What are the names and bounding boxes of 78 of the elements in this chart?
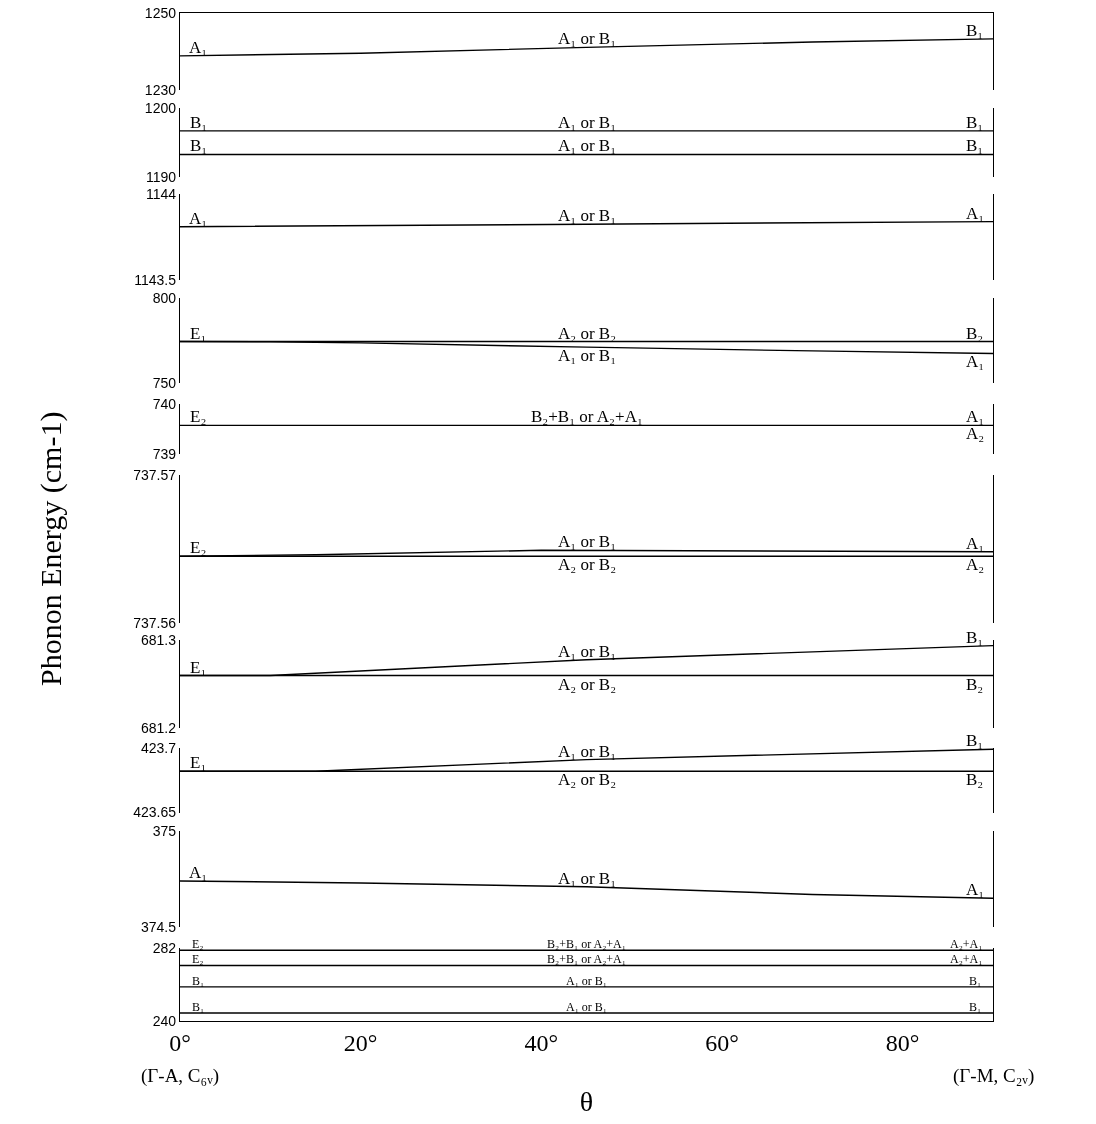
- y-tick-label: 423.65: [133, 804, 177, 821]
- annotation: A₁: [189, 863, 208, 882]
- y-tick-label: 1250: [144, 4, 177, 21]
- annotation: E₁: [190, 324, 207, 343]
- annotation: B₁: [966, 731, 984, 750]
- y-tick-label: 750: [152, 374, 177, 391]
- annotation: E₁: [190, 753, 207, 772]
- annotation: A₂: [966, 555, 985, 574]
- annotation: E₂: [192, 952, 204, 966]
- y-tick-label: 800: [152, 289, 177, 306]
- annotation: B₁: [969, 974, 982, 988]
- y-tick-label: 375: [152, 823, 177, 840]
- annotation: E₂: [190, 538, 207, 557]
- annotation: B₁: [966, 113, 984, 132]
- y-tick-label: 681.3: [140, 632, 177, 649]
- y-tick-label: 1143.5: [134, 272, 177, 289]
- annotation: A₂+A₁: [950, 952, 983, 966]
- annotation: A₁: [189, 209, 208, 228]
- y-tick-label: 1200: [144, 99, 177, 116]
- y-axis-title: Phonon Energy (cm-1): [34, 411, 69, 687]
- annotation: A₁ or B₁: [558, 136, 617, 155]
- annotation: A₁ or B₁: [558, 869, 617, 888]
- y-tick-label: 1144: [145, 185, 177, 202]
- annotation: A₁ or B₁: [558, 642, 617, 661]
- annotation: A₁ or B₁: [558, 206, 617, 225]
- annotation: A₁ or B₁: [566, 1000, 608, 1014]
- annotation: B₁: [190, 113, 208, 132]
- annotation: A₁: [966, 880, 985, 899]
- annotation: B₁: [966, 628, 984, 647]
- x-tick-label: 60°: [705, 1030, 739, 1056]
- x-tick-label: 0°: [169, 1030, 191, 1056]
- annotation: B₂+B₁ or A₂+A₁: [547, 952, 626, 966]
- y-tick-label: 681.2: [140, 720, 177, 737]
- annotation: B₂+B₁ or A₂+A₁: [547, 937, 626, 951]
- annotation: E₁: [190, 658, 207, 677]
- annotation: B₁: [969, 1000, 982, 1014]
- x-axis-title: θ: [579, 1086, 594, 1118]
- annotation: B₁: [192, 1000, 205, 1014]
- x-tick-label: 20°: [343, 1030, 378, 1056]
- annotation: A₁ or B₁: [558, 113, 617, 132]
- annotation: B₁: [192, 974, 205, 988]
- annotation: A₁: [189, 38, 208, 57]
- annotation: B₂+B₁ or A₂+A₁: [531, 407, 643, 426]
- annotation: A₂ or B₂: [558, 675, 617, 694]
- annotation: A₂: [966, 424, 985, 443]
- annotation: A₂ or B₂: [558, 770, 617, 789]
- annotation: A₁: [966, 534, 985, 553]
- y-tick-label: 739: [152, 446, 177, 463]
- x-tick-label: 40°: [524, 1030, 559, 1056]
- annotation: E₂: [192, 937, 204, 951]
- annotation: A₂+A₁: [950, 937, 983, 951]
- annotation: A₁ or B₁: [566, 974, 608, 988]
- annotation: B₁: [966, 136, 984, 155]
- y-tick-label: 374.5: [140, 918, 177, 935]
- y-tick-label: 737.57: [133, 466, 177, 483]
- y-tick-label: 1230: [144, 82, 177, 99]
- y-tick-label: 740: [152, 396, 177, 413]
- y-tick-label: 737.56: [133, 614, 177, 631]
- annotation: A₁: [966, 352, 985, 371]
- annotation: A₁ or B₁: [558, 29, 617, 48]
- annotation: B₂: [966, 675, 984, 694]
- annotation: B₂: [966, 770, 984, 789]
- annotation: A₁ or B₁: [558, 532, 617, 551]
- annotation: A₂ or B₂: [558, 555, 617, 574]
- text: (Γ-M, C₂ᵥ): [953, 1065, 1035, 1087]
- y-tick-label: 240: [152, 1012, 177, 1029]
- annotation: A₁ or B₁: [558, 346, 617, 365]
- annotation: E₂: [190, 407, 207, 426]
- x-tick-label: 80°: [885, 1030, 920, 1056]
- annotation: A₁: [966, 407, 985, 426]
- annotation: A₁ or B₁: [558, 742, 617, 761]
- annotation: B₁: [190, 136, 208, 155]
- y-tick-label: 423.7: [140, 739, 177, 756]
- annotation: A₁: [966, 204, 985, 223]
- y-tick-label: 1190: [145, 169, 177, 186]
- annotation: B₁: [966, 21, 984, 40]
- text: (Γ-A, C₆ᵥ): [141, 1065, 220, 1087]
- y-tick-label: 282: [152, 939, 177, 956]
